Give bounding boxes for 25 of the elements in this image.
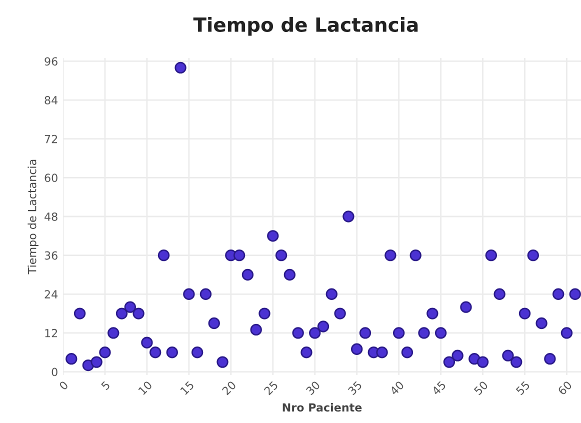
x-tick-label: 0: [58, 380, 69, 390]
y-axis-title: Tiempo de Lactancia: [28, 160, 38, 274]
y-tick-label: 48: [44, 212, 58, 221]
y-tick-label: 60: [44, 174, 58, 182]
x-tick-label: 20: [222, 380, 236, 396]
x-tick-label: 5: [100, 380, 110, 390]
y-tick-label: 0: [52, 368, 58, 376]
x-tick-label: 10: [138, 380, 153, 396]
y-tick-label: 36: [44, 251, 58, 260]
chart-title: Tiempo de Lactancia: [193, 16, 418, 36]
y-tick-label: 72: [44, 134, 58, 144]
x-tick-label: 55: [516, 380, 530, 396]
y-tick-label: 24: [44, 290, 58, 298]
x-tick-label: 50: [474, 380, 488, 396]
x-axis-title: Nro Paciente: [282, 403, 362, 412]
x-tick-label: 30: [306, 380, 320, 396]
x-tick-label: 60: [557, 380, 572, 396]
x-tick-label: 35: [348, 380, 362, 396]
y-tick-label: 84: [44, 96, 58, 104]
y-tick-label: 96: [44, 57, 58, 66]
x-tick-label: 15: [180, 380, 194, 396]
x-tick-label: 25: [264, 380, 278, 396]
x-tick-label: 40: [389, 380, 404, 396]
y-tick-label: 12: [45, 328, 58, 338]
x-tick-label: 45: [431, 380, 446, 396]
